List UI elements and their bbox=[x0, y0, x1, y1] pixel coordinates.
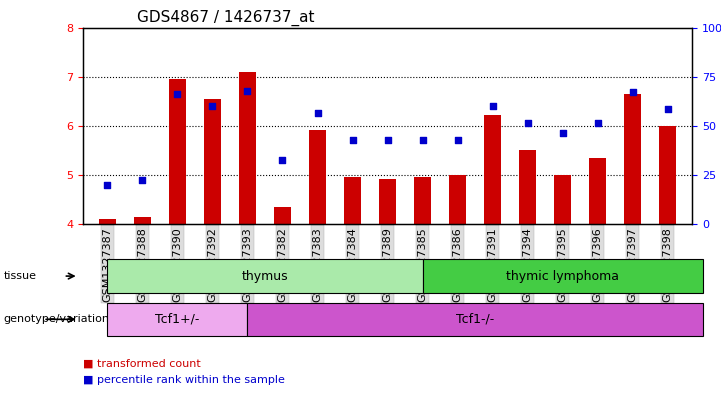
Text: Tcf1+/-: Tcf1+/- bbox=[155, 313, 200, 326]
Bar bbox=[239, 72, 256, 224]
Point bbox=[417, 137, 428, 143]
Text: thymus: thymus bbox=[242, 270, 288, 283]
Point bbox=[557, 130, 568, 136]
Point bbox=[277, 157, 288, 163]
Point bbox=[592, 120, 603, 127]
Point bbox=[102, 182, 113, 188]
Text: Tcf1-/-: Tcf1-/- bbox=[456, 313, 494, 326]
Point bbox=[627, 89, 638, 95]
Point bbox=[137, 176, 149, 183]
Bar bbox=[379, 179, 397, 224]
Point bbox=[452, 137, 464, 143]
Bar bbox=[659, 126, 676, 224]
Bar bbox=[133, 217, 151, 224]
Bar bbox=[309, 130, 327, 224]
Point bbox=[172, 91, 183, 97]
Text: thymic lymphoma: thymic lymphoma bbox=[506, 270, 619, 283]
Point bbox=[347, 136, 358, 143]
Point bbox=[207, 103, 218, 109]
Bar bbox=[448, 175, 466, 224]
Bar bbox=[274, 207, 291, 224]
Text: ■ transformed count: ■ transformed count bbox=[83, 358, 200, 369]
Bar bbox=[169, 79, 186, 224]
Text: genotype/variation: genotype/variation bbox=[4, 314, 110, 324]
Point bbox=[311, 110, 323, 117]
Point bbox=[522, 120, 534, 127]
Bar bbox=[624, 94, 642, 224]
Text: tissue: tissue bbox=[4, 271, 37, 281]
Bar bbox=[519, 150, 536, 224]
Bar bbox=[484, 115, 501, 224]
Point bbox=[242, 88, 253, 94]
Text: GDS4867 / 1426737_at: GDS4867 / 1426737_at bbox=[137, 10, 314, 26]
Bar bbox=[204, 99, 221, 224]
Bar bbox=[99, 219, 116, 224]
Text: ■ percentile rank within the sample: ■ percentile rank within the sample bbox=[83, 375, 285, 386]
Point bbox=[382, 136, 394, 143]
Point bbox=[487, 103, 498, 109]
Point bbox=[662, 105, 673, 112]
Bar bbox=[414, 177, 431, 224]
Bar bbox=[554, 175, 571, 224]
Bar bbox=[589, 158, 606, 224]
Bar bbox=[344, 177, 361, 224]
